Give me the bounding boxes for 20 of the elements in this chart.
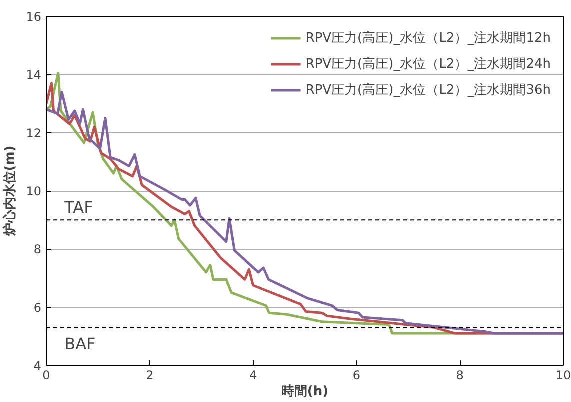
y-tick-label: 6 xyxy=(34,300,42,315)
y-tick-label: 4 xyxy=(34,359,42,373)
y-tick-label: 10 xyxy=(26,184,42,198)
x-tick-label: 8 xyxy=(456,368,464,382)
legend-label: RPV圧力(高圧)_水位（L2）_注水期間36h xyxy=(306,82,551,99)
x-axis-title: 時間(h) xyxy=(281,384,329,400)
x-tick-label: 10 xyxy=(556,368,571,382)
ref-line-label: TAF xyxy=(64,198,94,218)
y-tick-label: 16 xyxy=(26,10,42,24)
legend-label: RPV圧力(高圧)_水位（L2）_注水期間12h xyxy=(306,30,551,47)
x-tick-label: 2 xyxy=(146,368,154,382)
legend-label: RPV圧力(高圧)_水位（L2）_注水期間24h xyxy=(306,56,551,73)
x-tick-label: 4 xyxy=(249,368,258,382)
x-tick-label: 0 xyxy=(42,368,50,382)
x-tick-label: 6 xyxy=(352,368,361,382)
y-tick-label: 8 xyxy=(34,242,42,257)
y-axis-title: 炉心内水位(m) xyxy=(2,146,18,238)
y-tick-label: 14 xyxy=(26,68,42,82)
y-tick-label: 12 xyxy=(26,126,42,140)
ref-line-label: BAF xyxy=(64,334,96,354)
